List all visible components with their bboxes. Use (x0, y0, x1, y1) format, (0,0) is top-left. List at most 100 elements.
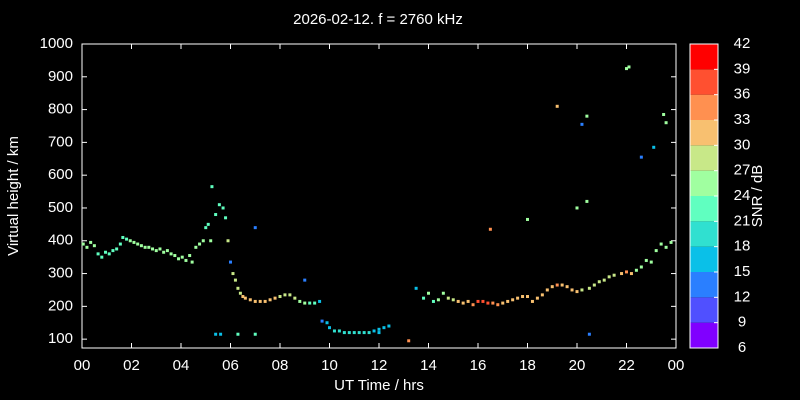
point (236, 286, 240, 290)
x-tick-label: 18 (519, 357, 536, 374)
point (625, 67, 628, 71)
point (226, 239, 230, 243)
point (639, 155, 643, 159)
x-tick-label: 12 (371, 357, 388, 374)
point (303, 278, 307, 282)
colorbar-tick-label: 18 (734, 238, 751, 255)
colorbar-tick-label: 12 (734, 288, 751, 305)
point (139, 244, 143, 248)
point (580, 288, 584, 292)
point (125, 237, 129, 241)
point (173, 254, 177, 258)
point (357, 331, 361, 335)
point (592, 283, 596, 287)
y-tick-label: 700 (48, 133, 73, 150)
point (436, 298, 440, 302)
colorbar-tick-label: 33 (734, 111, 751, 128)
point (629, 272, 633, 276)
point (136, 242, 140, 246)
point (535, 296, 539, 300)
point (92, 244, 96, 248)
point (501, 301, 505, 305)
colorbar-tick-label: 6 (738, 339, 746, 356)
point (664, 245, 668, 249)
point (372, 329, 376, 333)
point (313, 301, 317, 305)
point (506, 299, 510, 303)
point (550, 285, 554, 289)
colorbar-swatch (690, 44, 718, 70)
point (422, 296, 426, 300)
point (236, 332, 240, 336)
point (293, 296, 297, 300)
point (431, 299, 435, 303)
x-tick-label: 06 (222, 357, 239, 374)
point (303, 301, 307, 305)
y-tick-label: 200 (48, 297, 73, 314)
x-tick-label: 14 (420, 357, 437, 374)
point (612, 273, 616, 277)
point (377, 331, 381, 335)
point (273, 296, 277, 300)
point (308, 301, 312, 305)
point (201, 239, 205, 243)
point (427, 291, 430, 295)
colorbar-tick-label: 36 (734, 86, 751, 103)
y-axis-label: Virtual height / km (5, 136, 22, 256)
point (669, 240, 673, 244)
point (219, 332, 223, 336)
point (634, 268, 638, 272)
y-tick-label: 1000 (40, 35, 73, 52)
point (555, 104, 559, 108)
colorbar-swatch (690, 322, 718, 348)
point (238, 291, 242, 295)
point (664, 121, 668, 125)
point (456, 299, 460, 303)
point (165, 249, 169, 253)
point (89, 240, 93, 244)
point (248, 298, 252, 302)
point (283, 293, 287, 297)
colorbar-swatch (690, 170, 718, 196)
colorbar-tick-label: 42 (734, 35, 751, 52)
colorbar-tick-label: 9 (738, 314, 746, 331)
point (407, 339, 411, 343)
point (367, 331, 371, 335)
point (488, 227, 492, 231)
point (575, 206, 579, 210)
point (587, 332, 591, 336)
point (545, 288, 549, 292)
point (530, 299, 534, 303)
point (288, 293, 292, 297)
point (526, 217, 529, 221)
x-tick-label: 00 (668, 357, 685, 374)
point (210, 185, 214, 189)
point (231, 272, 235, 276)
point (162, 250, 166, 254)
point (224, 216, 228, 220)
y-tick-label: 300 (48, 265, 73, 282)
point (644, 258, 648, 262)
point (81, 242, 85, 246)
y-tick-label: 500 (48, 199, 73, 216)
point (585, 199, 589, 203)
point (209, 239, 213, 243)
x-tick-label: 04 (173, 357, 190, 374)
point (268, 298, 272, 302)
x-tick-label: 08 (272, 357, 289, 374)
colorbar-swatch (690, 120, 718, 146)
point (414, 286, 418, 290)
point (639, 265, 643, 269)
point (194, 245, 198, 249)
point (521, 295, 525, 299)
point (154, 249, 158, 253)
colorbar-swatch (690, 272, 718, 298)
point (471, 303, 475, 307)
point (325, 321, 329, 325)
point (132, 240, 136, 244)
x-tick-label: 10 (321, 357, 338, 374)
point (121, 235, 125, 239)
point (441, 291, 445, 295)
point (585, 114, 589, 118)
